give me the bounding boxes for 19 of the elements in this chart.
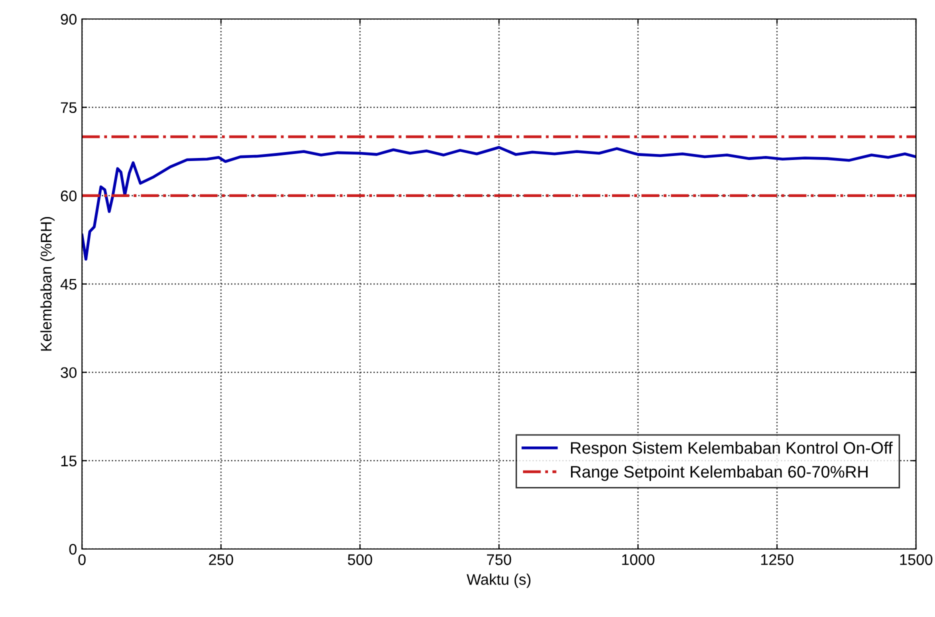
x-tick-label: 1250 (761, 554, 794, 566)
line-series (82, 146, 916, 261)
y-axis-title: Kelembaban (%RH) (40, 217, 55, 351)
x-tick-label: 750 (487, 554, 512, 566)
legend-label: Range Setpoint Kelembaban 60-70%RH (571, 465, 868, 481)
x-tick-label: 1500 (900, 554, 932, 566)
y-tick-label: 0 (69, 544, 77, 555)
x-tick-label: 0 (78, 554, 86, 566)
x-axis-title: Waktu (s) (466, 574, 530, 588)
y-tick-label: 15 (61, 456, 76, 466)
legend-label: Respon Sistem Kelembaban Kontrol On-Off (571, 442, 893, 458)
y-tick-label: 30 (60, 367, 77, 378)
x-tick-label: 1000 (622, 554, 654, 566)
y-tick-label: 45 (60, 279, 76, 290)
y-tick-label: 60 (60, 190, 77, 202)
y-tick-label: 75 (60, 102, 76, 114)
y-tick-label: 90 (60, 14, 77, 25)
x-tick-label: 250 (209, 554, 234, 566)
x-tick-label: 500 (348, 554, 372, 566)
